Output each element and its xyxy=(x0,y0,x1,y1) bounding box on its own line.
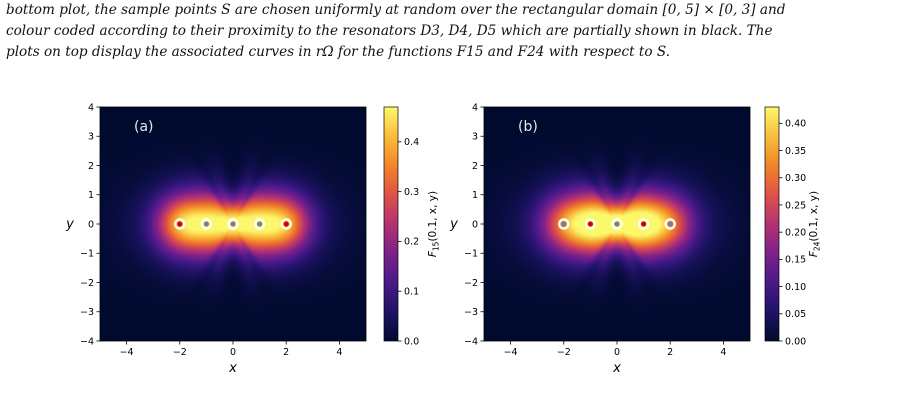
colorbar-tick-label: 0.20 xyxy=(785,227,806,238)
resonator-ring xyxy=(227,218,239,230)
y-tick-label: −2 xyxy=(464,278,478,289)
panel-label: (b) xyxy=(518,119,538,135)
colorbar-tick-label: 0.3 xyxy=(404,187,419,198)
x-axis-label: x xyxy=(612,361,621,376)
x-tick-label: 0 xyxy=(230,347,236,358)
y-tick-label: 4 xyxy=(472,102,478,113)
colorbar-tick-label: 0.4 xyxy=(404,137,419,148)
colorbar-tick-label: 0.1 xyxy=(404,287,419,298)
caption-line-3: plots on top display the associated curv… xyxy=(6,44,671,60)
caption-line-2: colour coded according to their proximit… xyxy=(6,23,773,39)
x-tick-label: 4 xyxy=(720,347,726,358)
x-tick-label: −4 xyxy=(120,347,134,358)
x-tick-label: −4 xyxy=(504,347,518,358)
resonator-center xyxy=(257,221,263,227)
resonator-ring xyxy=(611,218,623,230)
y-tick-label: 4 xyxy=(88,102,94,113)
x-tick-label: −2 xyxy=(557,347,571,358)
y-tick-label: 2 xyxy=(472,161,478,172)
colorbar-tick-label: 0.25 xyxy=(785,200,806,211)
y-tick-label: −4 xyxy=(80,336,94,347)
y-axis-label: y xyxy=(65,217,74,232)
x-tick-label: −2 xyxy=(173,347,187,358)
resonator-ring xyxy=(253,218,266,230)
x-tick-label: 0 xyxy=(614,347,620,358)
resonator-ring xyxy=(584,218,597,230)
colorbar-label: F24(0.1, x, y) xyxy=(808,191,822,257)
y-tick-label: 3 xyxy=(472,132,478,143)
colorbar-tick-label: 0.00 xyxy=(785,336,806,347)
y-tick-label: −3 xyxy=(464,307,478,318)
y-tick-label: −1 xyxy=(464,249,478,260)
colorbar-tick-label: 0.15 xyxy=(785,255,806,266)
colorbar-tick-label: 0.35 xyxy=(785,146,806,157)
resonator-center xyxy=(230,221,236,227)
y-tick-label: 1 xyxy=(88,190,94,201)
panel-label: (a) xyxy=(134,119,154,135)
resonator-center xyxy=(614,221,620,227)
figure-caption: bottom plot, the sample points S are cho… xyxy=(6,0,894,63)
colorbar-tick-label: 0.40 xyxy=(785,119,806,130)
caption-line-1: bottom plot, the sample points S are cho… xyxy=(6,2,786,18)
y-tick-label: 3 xyxy=(88,132,94,143)
colorbar xyxy=(383,106,399,342)
resonator-ring xyxy=(174,218,186,230)
y-axis-label: y xyxy=(449,217,458,232)
resonator-center xyxy=(283,221,289,227)
y-tick-label: 0 xyxy=(88,219,94,230)
resonator-ring xyxy=(280,218,292,230)
resonator-center xyxy=(203,221,209,227)
colorbar-tick-label: 0.2 xyxy=(404,237,419,248)
resonator-ring xyxy=(200,218,213,230)
y-tick-label: −4 xyxy=(464,336,478,347)
resonator-center xyxy=(177,221,183,227)
colorbar-tick-label: 0.30 xyxy=(785,173,806,184)
resonator-center xyxy=(561,221,567,227)
y-tick-label: 0 xyxy=(472,219,478,230)
y-tick-label: 1 xyxy=(472,190,478,201)
resonator-ring xyxy=(664,218,676,230)
colorbar-label: F15(0.1, x, y) xyxy=(427,191,441,257)
resonator-center xyxy=(587,221,594,227)
y-tick-label: −1 xyxy=(80,249,94,260)
colorbar-tick-label: 0.10 xyxy=(785,282,806,293)
y-tick-label: 2 xyxy=(88,161,94,172)
resonator-ring xyxy=(637,218,650,230)
resonator-center xyxy=(667,221,673,227)
x-tick-label: 2 xyxy=(283,347,289,358)
colorbar-tick-label: 0.05 xyxy=(785,309,806,320)
colorbar xyxy=(764,106,780,342)
resonator-center xyxy=(641,221,647,227)
colorbar-tick-label: 0.0 xyxy=(404,336,419,347)
y-tick-label: −2 xyxy=(80,278,94,289)
x-tick-label: 4 xyxy=(336,347,342,358)
x-tick-label: 2 xyxy=(667,347,673,358)
y-tick-label: −3 xyxy=(80,307,94,318)
x-axis-label: x xyxy=(228,361,237,376)
resonator-ring xyxy=(558,218,570,230)
